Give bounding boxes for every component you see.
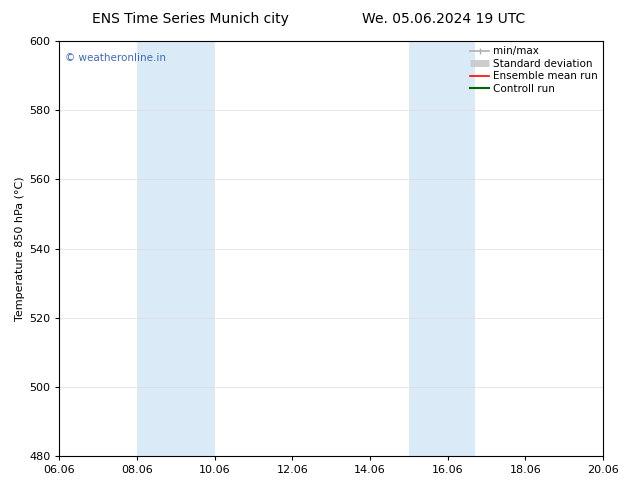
- Legend: min/max, Standard deviation, Ensemble mean run, Controll run: min/max, Standard deviation, Ensemble me…: [468, 44, 600, 96]
- Text: © weatheronline.in: © weatheronline.in: [65, 53, 166, 64]
- Y-axis label: Temperature 850 hPa (°C): Temperature 850 hPa (°C): [15, 176, 25, 321]
- Bar: [409, 41, 475, 456]
- Bar: [137, 41, 215, 456]
- Text: ENS Time Series Munich city: ENS Time Series Munich city: [92, 12, 288, 26]
- Text: We. 05.06.2024 19 UTC: We. 05.06.2024 19 UTC: [362, 12, 526, 26]
